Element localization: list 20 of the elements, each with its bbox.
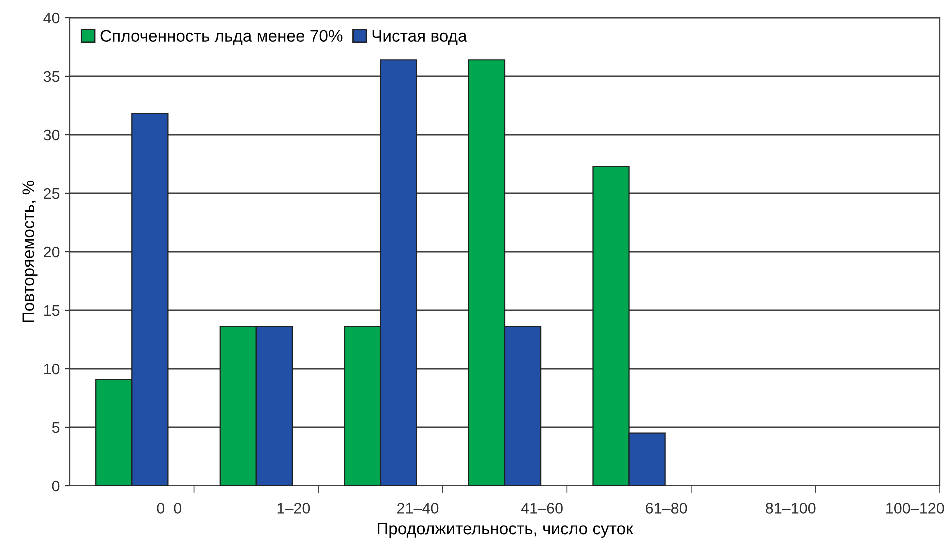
y-tick-label: 30: [44, 130, 60, 141]
y-tick-label: 10: [44, 364, 60, 375]
x-tick-label: 61–80: [646, 503, 688, 514]
y-tick-label: 5: [52, 422, 60, 434]
x-tick-label: 41–60: [521, 503, 563, 514]
x-tick-label: 100–120: [886, 503, 944, 514]
legend-label: Чистая вода: [372, 30, 468, 46]
x-tick-label: 0 0: [157, 503, 182, 514]
y-tick-label: 0: [52, 480, 60, 492]
x-tick-label: 81–100: [766, 503, 816, 514]
x-axis-title: Продолжительность, число суток: [378, 523, 634, 538]
y-tick-label: 40: [44, 12, 60, 24]
legend-label: Сплоченность льда менее 70%: [100, 30, 343, 46]
y-tick-label: 35: [44, 71, 60, 82]
x-tick-label: 21–40: [398, 503, 439, 514]
y-tick-label: 25: [44, 188, 60, 200]
y-tick-label: 20: [44, 246, 60, 258]
x-tick-label: 1–20: [278, 503, 310, 514]
y-axis-title: Повторяемость, %: [22, 180, 38, 322]
y-tick-label: 15: [44, 306, 60, 316]
